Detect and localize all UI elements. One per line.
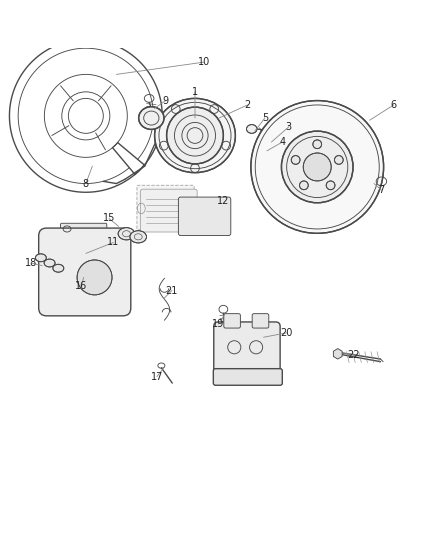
Ellipse shape (258, 140, 276, 156)
Text: 22: 22 (347, 350, 360, 360)
Circle shape (291, 156, 300, 164)
Text: 1: 1 (192, 87, 198, 97)
Ellipse shape (53, 264, 64, 272)
Ellipse shape (247, 125, 257, 133)
Text: 20: 20 (280, 328, 293, 338)
FancyBboxPatch shape (214, 322, 280, 378)
Text: 15: 15 (103, 214, 115, 223)
Text: 4: 4 (279, 137, 286, 147)
Ellipse shape (139, 107, 164, 130)
Polygon shape (333, 349, 342, 359)
Text: 12: 12 (217, 196, 230, 206)
Circle shape (303, 153, 331, 181)
Text: 2: 2 (244, 100, 251, 110)
Ellipse shape (44, 259, 55, 267)
FancyBboxPatch shape (213, 369, 283, 385)
Circle shape (77, 260, 112, 295)
Text: 21: 21 (166, 286, 178, 295)
Text: 9: 9 (162, 95, 169, 106)
Text: 6: 6 (391, 100, 397, 110)
Ellipse shape (130, 231, 147, 243)
FancyBboxPatch shape (141, 189, 197, 232)
Circle shape (300, 181, 308, 190)
Circle shape (251, 101, 384, 233)
FancyBboxPatch shape (39, 228, 131, 316)
Text: 19: 19 (212, 319, 224, 329)
FancyBboxPatch shape (137, 185, 194, 230)
FancyBboxPatch shape (224, 313, 240, 328)
Circle shape (326, 181, 335, 190)
FancyBboxPatch shape (60, 223, 107, 239)
Circle shape (313, 140, 321, 149)
Text: 16: 16 (75, 281, 88, 291)
Ellipse shape (35, 254, 46, 262)
FancyBboxPatch shape (178, 197, 231, 236)
Text: 10: 10 (198, 57, 210, 67)
Ellipse shape (155, 99, 235, 173)
Text: 3: 3 (286, 122, 292, 132)
FancyBboxPatch shape (252, 313, 269, 328)
Circle shape (335, 156, 343, 164)
Circle shape (166, 107, 223, 164)
Text: 8: 8 (83, 179, 89, 189)
Text: 5: 5 (262, 113, 268, 123)
Ellipse shape (118, 228, 135, 240)
Text: 11: 11 (107, 238, 120, 247)
Text: 18: 18 (25, 258, 37, 268)
Circle shape (282, 131, 353, 203)
Text: 7: 7 (378, 185, 385, 195)
Text: 17: 17 (151, 372, 163, 382)
